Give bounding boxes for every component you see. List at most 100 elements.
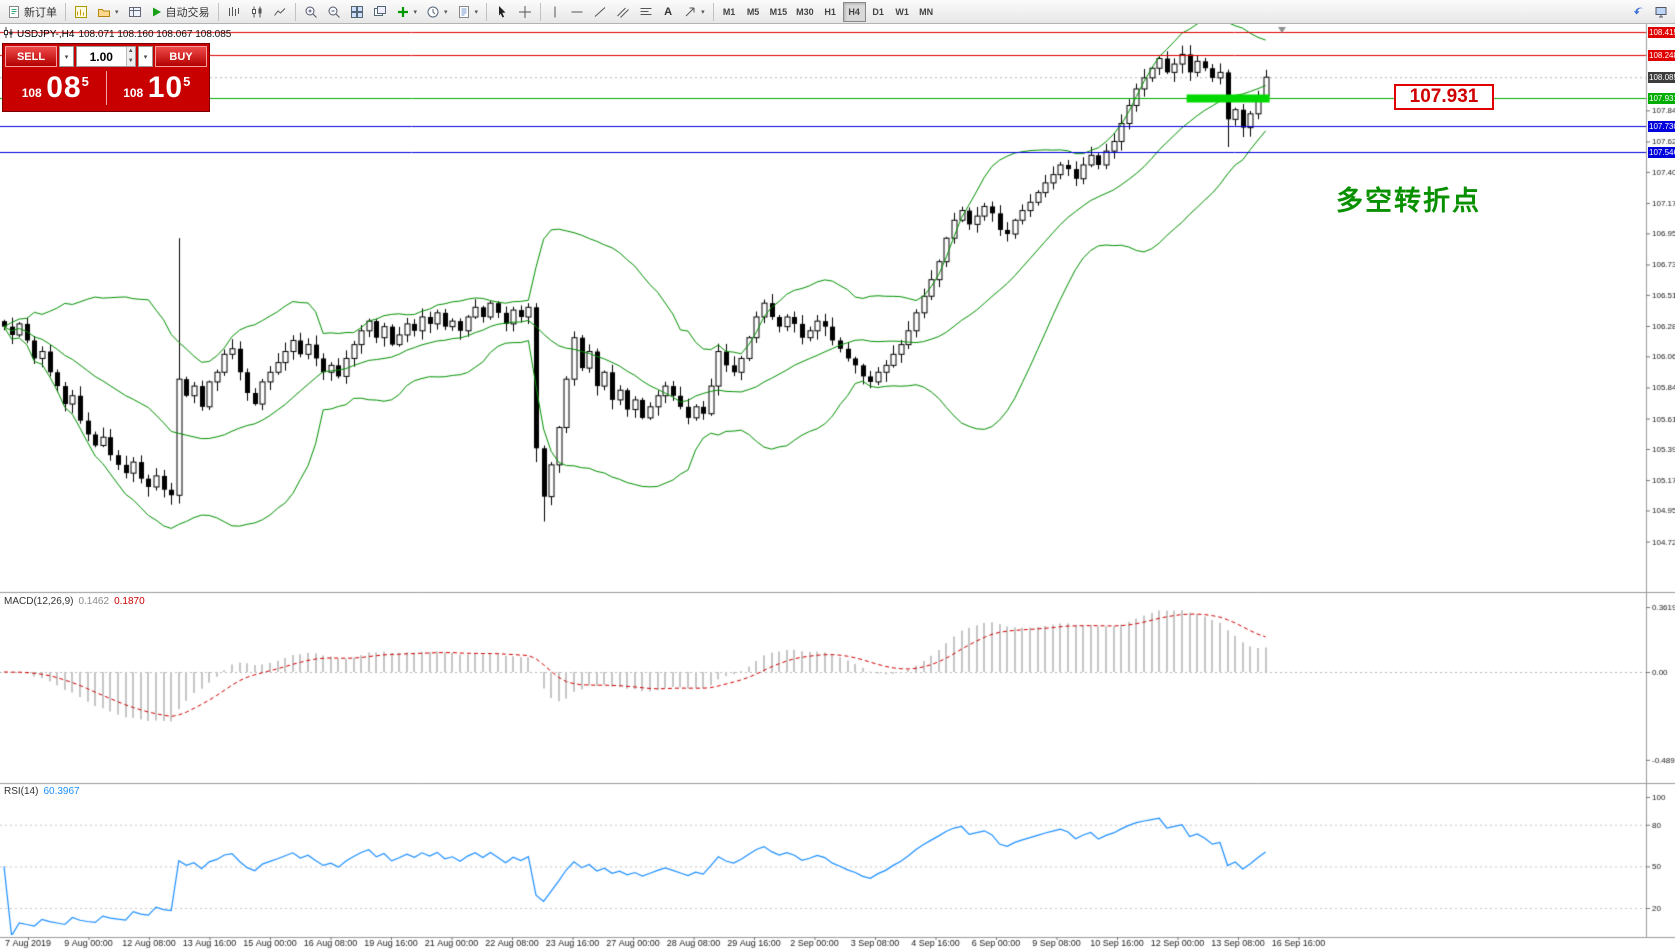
timeframe-d1-button[interactable]: D1 <box>867 2 890 22</box>
vertical-line-icon <box>549 5 561 19</box>
tile-windows-button[interactable] <box>346 2 368 22</box>
rsi-name: RSI(14) <box>4 786 39 797</box>
timeframe-m1-button[interactable]: M1 <box>718 2 741 22</box>
new-chart-button[interactable] <box>70 2 92 22</box>
sell-button[interactable]: SELL <box>5 46 57 67</box>
buy-options-dropdown[interactable]: ▾ <box>138 46 153 67</box>
sell-price-sup: 5 <box>81 74 89 89</box>
arrows-tool-button[interactable]: ▾ <box>679 2 709 22</box>
zoom-out-button[interactable] <box>323 2 345 22</box>
new-order-label: 新订单 <box>24 6 57 19</box>
text-tool-button[interactable]: A <box>658 2 678 22</box>
volume-stepper[interactable]: ▲ ▼ <box>125 47 135 66</box>
sell-price-display[interactable]: 108 085 <box>5 71 106 105</box>
bar-chart-icon <box>227 5 241 19</box>
arrow-tool-icon <box>683 5 697 19</box>
zoom-in-icon <box>304 5 318 19</box>
refresh-button[interactable] <box>1628 2 1650 22</box>
volume-field-wrap: ▲▼ <box>76 46 136 67</box>
symbol-period-label: USDJPY-,H4 <box>17 28 75 40</box>
timeframe-h1-button[interactable]: H1 <box>819 2 842 22</box>
data-window-icon <box>128 5 142 19</box>
new-order-button[interactable]: 新订单 <box>3 2 61 22</box>
crosshair-icon <box>518 5 532 19</box>
buy-price-sup: 5 <box>183 74 191 89</box>
candlestick-chart-button[interactable] <box>246 2 268 22</box>
macd-signal-value: 0.1870 <box>114 596 145 607</box>
price-tag-108.248: 108.248 <box>1648 49 1675 61</box>
bar-chart-button[interactable] <box>223 2 245 22</box>
arrange-windows-icon <box>373 5 387 19</box>
toolbar-separator <box>540 2 542 21</box>
periods-button[interactable]: ▾ <box>422 2 452 22</box>
buy-price-big: 10 <box>147 71 184 104</box>
profiles-button[interactable]: ▾ <box>93 2 123 22</box>
line-chart-button[interactable] <box>269 2 291 22</box>
sell-price-big: 08 <box>46 71 82 104</box>
trendline-tool-button[interactable] <box>589 2 611 22</box>
chart-title: USDJPY-,H4 108.071 108.160 108.067 108.0… <box>4 27 231 41</box>
toolbar-separator <box>486 2 488 21</box>
price-tag-107.546: 107.546 <box>1648 146 1675 158</box>
price-tag-108.415: 108.415 <box>1648 26 1675 38</box>
arrange-windows-button[interactable] <box>369 2 391 22</box>
price-callout-label[interactable]: 107.931 <box>1394 84 1494 110</box>
main-toolbar: 新订单 ▾ 自动交易 ▾ ▾ ▾ A ▾ M1 M5 M15 M30 H1 H4… <box>0 0 1675 24</box>
timeframe-m30-button[interactable]: M30 <box>792 2 818 22</box>
text-tool-label: A <box>664 5 673 18</box>
trade-panel-divider <box>105 71 107 105</box>
channel-tool-button[interactable] <box>612 2 634 22</box>
toolbar-separator <box>65 2 66 21</box>
template-icon <box>457 5 471 19</box>
crosshair-button[interactable] <box>514 2 536 22</box>
cursor-button[interactable] <box>491 2 513 22</box>
rsi-value: 60.3967 <box>43 786 80 797</box>
data-window-button[interactable] <box>124 2 146 22</box>
timeframe-mn-button[interactable]: MN <box>915 2 938 22</box>
buy-price-prefix: 108 <box>123 86 144 100</box>
volume-down-icon[interactable]: ▼ <box>126 56 135 66</box>
horizontal-line-icon <box>570 5 584 19</box>
zoom-in-button[interactable] <box>300 2 322 22</box>
volume-input[interactable] <box>77 47 126 66</box>
autotrading-button[interactable]: 自动交易 <box>147 2 214 22</box>
trendline-icon <box>593 5 607 19</box>
one-click-trade-panel: SELL ▾ ▲▼ ▾ BUY 108 085 108 105 <box>2 43 210 112</box>
indicators-button[interactable]: ▾ <box>392 2 422 22</box>
monitor-button[interactable] <box>1650 2 1672 22</box>
buy-price-display[interactable]: 108 105 <box>107 71 208 105</box>
timeframe-w1-button[interactable]: W1 <box>891 2 914 22</box>
symbol-icon <box>4 27 13 41</box>
indicators-icon <box>396 5 410 19</box>
autotrading-label: 自动交易 <box>165 6 210 19</box>
sell-options-dropdown[interactable]: ▾ <box>59 46 74 67</box>
fibonacci-tool-button[interactable] <box>635 2 657 22</box>
sell-price-prefix: 108 <box>21 86 42 100</box>
chart-window: USDJPY-,H4 108.071 108.160 108.067 108.0… <box>0 24 1675 950</box>
refresh-icon <box>1632 5 1646 19</box>
volume-up-icon[interactable]: ▲ <box>126 47 135 57</box>
toolbar-separator <box>217 2 219 21</box>
price-chart-canvas[interactable] <box>0 24 1675 950</box>
timeframe-h4-button[interactable]: H4 <box>842 1 866 22</box>
new-chart-icon <box>74 5 88 19</box>
zoom-out-icon <box>327 5 341 19</box>
autotrading-play-icon <box>151 6 163 18</box>
macd-indicator-label: MACD(12,26,9) 0.1462 0.1870 <box>4 596 145 607</box>
macd-name: MACD(12,26,9) <box>4 596 74 607</box>
vertical-line-tool-button[interactable] <box>545 2 565 22</box>
timeframe-m5-button[interactable]: M5 <box>742 2 765 22</box>
timeframe-m15-button[interactable]: M15 <box>766 2 792 22</box>
toolbar-separator <box>712 2 714 21</box>
buy-button[interactable]: BUY <box>155 46 207 67</box>
price-tag-107.730: 107.730 <box>1648 121 1675 133</box>
templates-button[interactable]: ▾ <box>453 2 483 22</box>
channel-icon <box>616 5 630 19</box>
new-order-icon <box>7 5 21 19</box>
price-tag-107.931: 107.931 <box>1648 93 1675 105</box>
turning-point-annotation[interactable]: 多空转折点 <box>1336 186 1481 216</box>
line-chart-icon <box>273 5 287 19</box>
cursor-icon <box>495 5 509 19</box>
candlestick-chart-icon <box>250 5 264 19</box>
horizontal-line-tool-button[interactable] <box>566 2 588 22</box>
